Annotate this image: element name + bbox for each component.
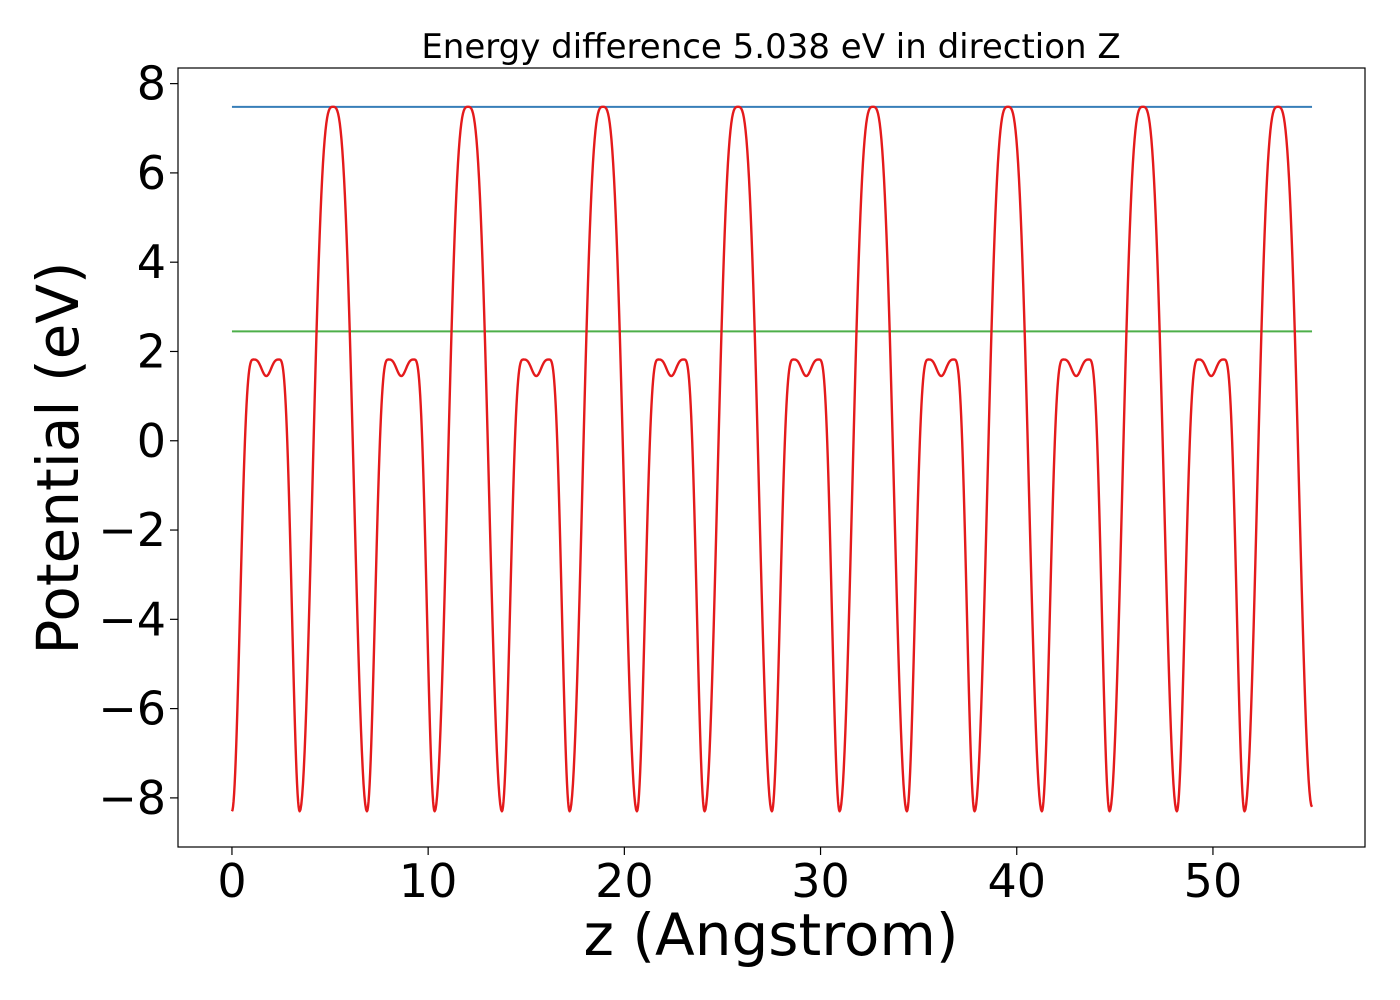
x-tick-label: 20 [595,854,654,908]
axes-frame [177,67,1366,848]
y-tick-label: −8 [98,771,166,825]
y-tick-label: −6 [98,682,166,736]
x-axis: 0 10 20 30 40 50 [217,847,1242,908]
x-tick-label: 30 [791,854,850,908]
chart-title: Energy difference 5.038 eV in direction … [421,27,1120,67]
x-tick-label: 50 [1184,854,1243,908]
plot-area [177,67,1366,848]
y-tick-label: 6 [137,146,166,200]
y-axis: −8 −6 −4 −2 0 2 4 6 8 [98,57,178,825]
x-tick-label: 10 [399,854,458,908]
y-tick-label: 0 [137,414,166,468]
y-axis-label: Potential (eV) [24,261,92,654]
potential-line [230,105,1314,813]
series-layer [230,105,1314,813]
x-tick-label: 40 [987,854,1046,908]
y-tick-label: 4 [137,235,166,289]
y-tick-label: 8 [137,57,166,111]
y-tick-label: −2 [98,503,166,557]
x-axis-label: z (Angstrom) [584,901,959,969]
y-tick-label: −4 [98,592,166,646]
y-tick-label: 2 [137,324,166,378]
x-tick-label: 0 [217,854,246,908]
